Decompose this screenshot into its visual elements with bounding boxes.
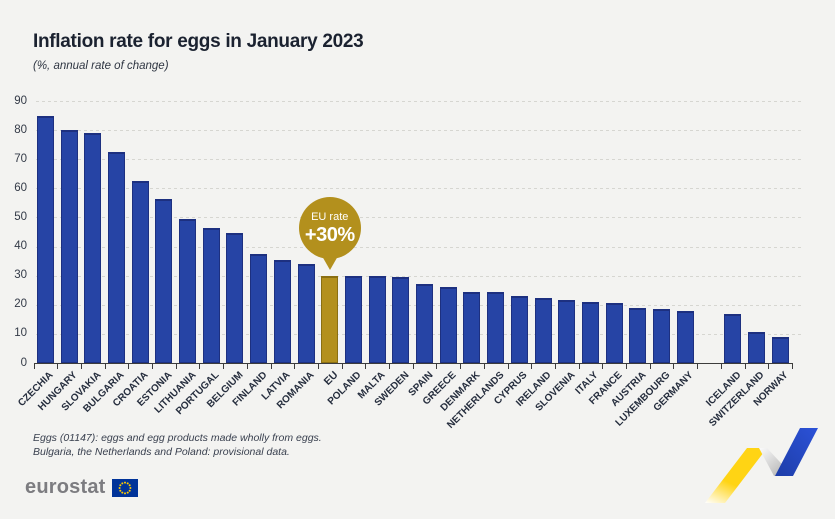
eurostat-logo: eurostat xyxy=(25,476,138,499)
y-tick-label-60: 60 xyxy=(14,181,27,194)
bar-romania xyxy=(297,264,315,363)
bar-netherlands xyxy=(487,291,505,363)
x-axis-tick xyxy=(246,364,248,369)
y-tick-label-80: 80 xyxy=(14,123,27,136)
bar-malta xyxy=(368,275,386,363)
bar-luxembourg xyxy=(653,309,671,363)
x-axis-tick xyxy=(341,364,343,369)
bar-croatia xyxy=(131,181,149,363)
bar-bulgaria xyxy=(107,151,125,363)
x-axis-tick xyxy=(270,364,272,369)
bar-eu xyxy=(321,275,339,363)
bar-cyprus xyxy=(510,296,528,363)
x-axis-tick xyxy=(531,364,533,369)
x-axis-tick xyxy=(436,364,438,369)
footnote-line-2: Bulgaria, the Netherlands and Poland: pr… xyxy=(33,446,290,458)
bar-lithuania xyxy=(179,218,197,363)
y-tick-label-0: 0 xyxy=(20,356,27,369)
bar-germany xyxy=(676,310,694,363)
footnote-line-1: Eggs (01147): eggs and egg products made… xyxy=(33,432,322,444)
gridline-40 xyxy=(36,246,802,248)
gridline-50 xyxy=(36,217,802,219)
x-axis-tick xyxy=(199,364,201,369)
bar-estonia xyxy=(155,198,173,363)
x-axis-tick xyxy=(720,364,722,369)
x-axis-tick xyxy=(104,364,106,369)
x-axis-tick xyxy=(626,364,627,369)
bar-belgium xyxy=(226,233,244,363)
footnotes: Eggs (01147): eggs and egg products made… xyxy=(33,431,322,459)
bar-hungary xyxy=(60,130,78,363)
y-tick-label-90: 90 xyxy=(14,94,27,107)
eurostat-logo-text: eurostat xyxy=(25,476,106,498)
eu-flag-icon xyxy=(111,478,138,497)
x-axis-tick xyxy=(744,364,746,369)
bar-czechia xyxy=(36,115,54,363)
page-title: Inflation rate for eggs in January 2023 xyxy=(33,31,364,52)
bar-austria xyxy=(629,307,647,363)
x-axis-line xyxy=(33,362,793,364)
callout-pointer xyxy=(321,256,338,270)
x-axis-tick xyxy=(460,364,462,369)
bar-italy xyxy=(581,301,599,363)
x-axis-tick xyxy=(483,364,485,369)
gridline-90 xyxy=(36,101,802,102)
bar-latvia xyxy=(273,259,291,363)
bar-greece xyxy=(439,287,457,363)
eu-rate-callout: EU rate +30% xyxy=(298,197,361,270)
x-axis-tick xyxy=(80,364,82,369)
chart-subtitle: (%, annual rate of change) xyxy=(33,60,169,72)
x-axis-tick xyxy=(365,364,367,369)
x-axis-tick xyxy=(507,364,509,369)
y-tick-label-40: 40 xyxy=(14,240,27,253)
x-axis-tick xyxy=(602,364,604,369)
x-axis-tick xyxy=(389,364,390,369)
x-axis-tick xyxy=(768,364,770,369)
y-tick-label-20: 20 xyxy=(14,298,27,311)
bar-sweden xyxy=(392,277,410,363)
eu-rate-value: +30% xyxy=(304,223,355,246)
x-axis-tick xyxy=(57,364,59,369)
bar-iceland xyxy=(724,313,742,363)
x-axis-tick xyxy=(673,364,675,369)
y-tick-label-10: 10 xyxy=(14,327,27,340)
x-axis-tick xyxy=(791,364,793,369)
x-axis-tick xyxy=(649,364,651,369)
bar-ireland xyxy=(534,297,552,363)
bar-france xyxy=(605,303,623,363)
bar-slovenia xyxy=(558,300,576,363)
x-axis-tick xyxy=(412,364,414,369)
x-axis-tick xyxy=(152,364,153,369)
gridline-60 xyxy=(36,188,802,190)
x-axis-tick xyxy=(223,364,225,369)
trend-zigzag-icon xyxy=(705,428,818,503)
y-tick-label-30: 30 xyxy=(14,269,27,282)
x-axis-tick xyxy=(578,364,580,369)
bar-norway xyxy=(771,336,789,363)
gridline-80 xyxy=(36,130,802,132)
x-axis-tick xyxy=(697,364,699,369)
gridline-70 xyxy=(36,159,802,161)
bar-denmark xyxy=(463,291,481,363)
x-axis-tick xyxy=(128,364,130,369)
x-axis-tick xyxy=(33,364,35,369)
bar-poland xyxy=(344,275,362,363)
x-axis-tick xyxy=(554,364,556,369)
x-axis-tick xyxy=(317,364,319,369)
x-axis-tick xyxy=(294,364,296,369)
bar-spain xyxy=(416,284,434,363)
gridline-30 xyxy=(36,275,802,277)
eu-rate-label: EU rate xyxy=(311,210,349,223)
bar-switzerland xyxy=(747,332,765,363)
bar-finland xyxy=(250,253,268,363)
y-tick-label-50: 50 xyxy=(14,210,27,223)
bar-slovakia xyxy=(84,133,102,363)
y-tick-label-70: 70 xyxy=(14,152,27,165)
eu-rate-bubble: EU rate +30% xyxy=(298,197,361,259)
x-axis-tick xyxy=(175,364,177,369)
bar-portugal xyxy=(202,227,220,363)
